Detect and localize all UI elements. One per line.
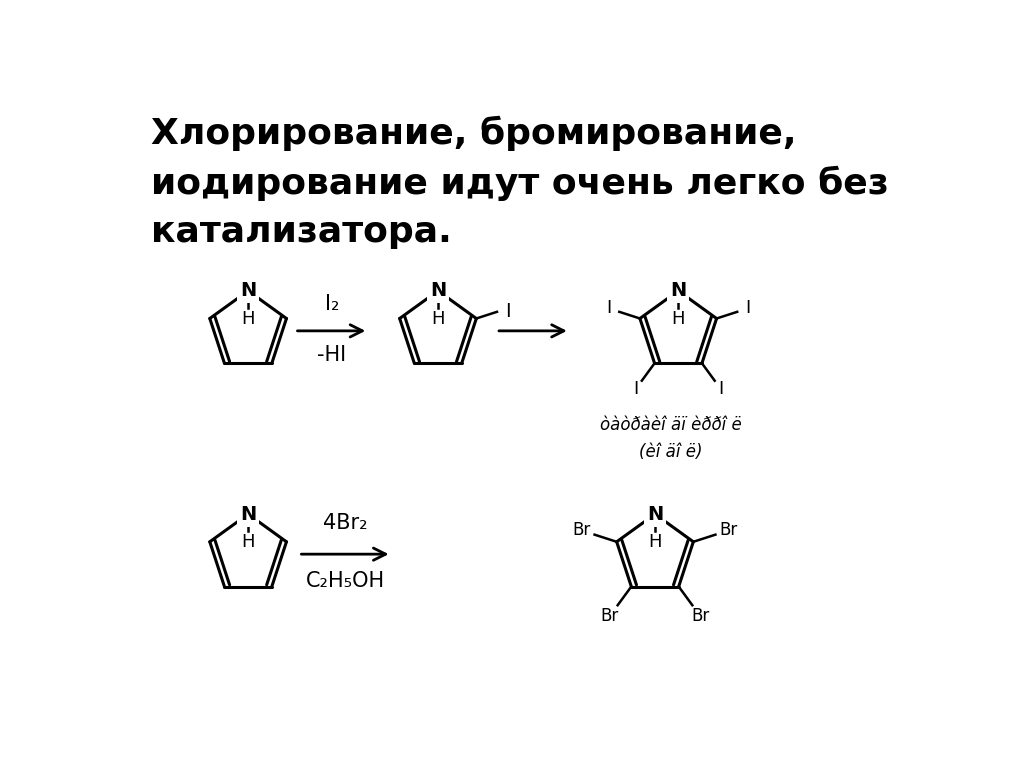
Text: òàòðàèî äï èððî ë: òàòðàèî äï èððî ë: [600, 415, 741, 434]
Text: N: N: [430, 281, 446, 300]
Text: Br: Br: [600, 607, 618, 625]
Text: N: N: [670, 281, 686, 300]
Text: I: I: [719, 380, 724, 399]
Text: катализатора.: катализатора.: [152, 215, 452, 250]
Text: I: I: [505, 303, 510, 321]
Text: I: I: [744, 300, 751, 317]
Text: C₂H₅OH: C₂H₅OH: [305, 571, 385, 591]
Text: Br: Br: [691, 607, 710, 625]
Text: Br: Br: [572, 521, 591, 539]
Text: H: H: [648, 533, 662, 551]
Text: I₂: I₂: [325, 294, 339, 314]
Text: I: I: [633, 380, 638, 399]
Text: H: H: [431, 310, 444, 327]
Text: H: H: [242, 310, 255, 327]
Text: I: I: [606, 300, 611, 317]
Text: N: N: [240, 281, 256, 300]
Text: Хлорирование, бромирование,: Хлорирование, бромирование,: [152, 115, 797, 151]
Text: 4Br₂: 4Br₂: [323, 512, 368, 532]
Text: иодирование идут очень легко без: иодирование идут очень легко без: [152, 165, 889, 200]
Text: -HI: -HI: [317, 345, 346, 365]
Text: (èî äî ë): (èî äî ë): [639, 442, 702, 461]
Text: H: H: [672, 310, 685, 327]
Text: N: N: [647, 505, 664, 524]
Text: N: N: [240, 505, 256, 524]
Text: Br: Br: [720, 521, 738, 539]
Text: H: H: [242, 533, 255, 551]
